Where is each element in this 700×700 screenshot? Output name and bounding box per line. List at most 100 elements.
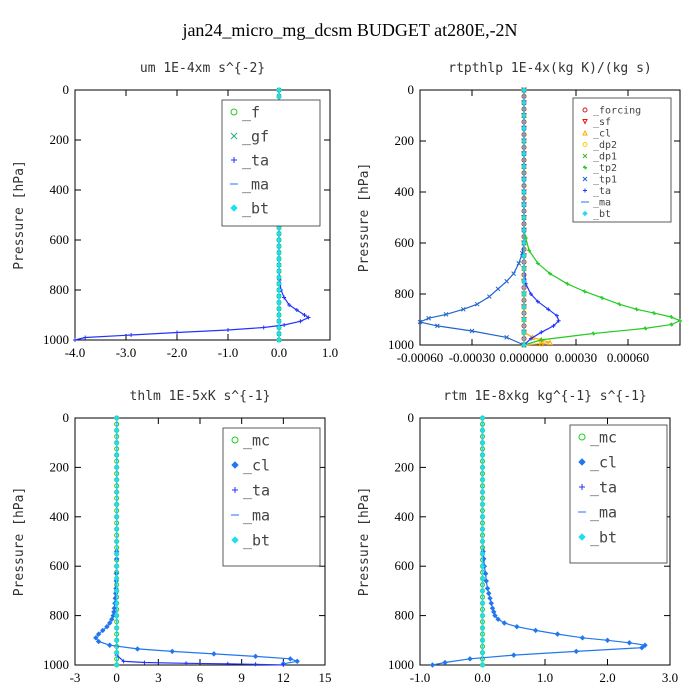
marker-point bbox=[582, 176, 588, 182]
legend: _mc _cl _ta _ma _bt bbox=[569, 424, 668, 564]
marker-point bbox=[276, 306, 282, 312]
marker-point bbox=[582, 129, 588, 136]
marker-point bbox=[276, 93, 282, 99]
marker-point bbox=[489, 605, 496, 611]
y-tick-label: 0 bbox=[408, 410, 415, 425]
marker-point bbox=[521, 138, 527, 144]
legend-box bbox=[222, 427, 321, 567]
marker-point bbox=[276, 312, 282, 318]
marker-point bbox=[486, 294, 492, 299]
marker-point bbox=[276, 262, 282, 268]
marker-point bbox=[521, 125, 527, 131]
marker-point bbox=[521, 202, 527, 208]
marker-point bbox=[483, 578, 489, 584]
marker-point bbox=[495, 616, 501, 623]
marker-point bbox=[521, 316, 527, 323]
marker-point bbox=[521, 100, 527, 106]
marker-point bbox=[95, 638, 102, 645]
marker-point bbox=[276, 224, 282, 231]
x-tick-label: 0 bbox=[113, 670, 120, 685]
marker-point bbox=[521, 176, 527, 182]
marker-point bbox=[276, 337, 282, 343]
marker-point bbox=[582, 107, 588, 113]
marker-point bbox=[113, 427, 120, 434]
marker-point bbox=[527, 248, 531, 253]
series-bt bbox=[113, 415, 120, 668]
marker-point bbox=[276, 287, 282, 293]
marker-point bbox=[231, 536, 239, 544]
marker-point bbox=[511, 652, 517, 658]
panel-title: thlm 1E-5xK s^{-1} bbox=[130, 389, 271, 404]
marker-point bbox=[521, 278, 527, 284]
panel-2: rtpthlp 1E-4x(kg K)/(kg s) Pressure [hPa]… bbox=[357, 61, 682, 365]
marker-point bbox=[579, 635, 586, 641]
marker-point bbox=[276, 243, 282, 249]
marker-point bbox=[113, 464, 120, 471]
marker-point bbox=[479, 625, 486, 631]
marker-point bbox=[479, 477, 486, 483]
marker-point bbox=[113, 662, 120, 668]
panel-4: rtm 1E-8xkg kg^{-1} s^{-1} Pressure [hPa]… bbox=[357, 389, 678, 685]
legend-label: _ma bbox=[242, 175, 269, 193]
marker-point bbox=[417, 319, 423, 325]
x-tick-label: 9 bbox=[238, 670, 245, 685]
legend: _mc _cl _ta _ma _bt bbox=[222, 427, 321, 567]
marker-point bbox=[276, 256, 282, 262]
marker-point bbox=[536, 261, 540, 266]
legend-label: _f bbox=[242, 103, 260, 121]
legend-label: _mc bbox=[243, 431, 270, 449]
legend-label: _gf bbox=[242, 127, 269, 145]
marker-point bbox=[582, 119, 588, 125]
x-tick-label: 6 bbox=[197, 670, 204, 685]
legend-box bbox=[569, 424, 668, 564]
marker-point bbox=[491, 609, 497, 615]
x-tick-label: -3.0 bbox=[116, 345, 137, 360]
marker-point bbox=[501, 620, 508, 626]
x-tick-label: 0.0 bbox=[271, 345, 287, 360]
legend-label: _dp1 bbox=[593, 152, 617, 163]
legend-label: _sf bbox=[593, 117, 611, 128]
x-tick-label: 2.0 bbox=[599, 670, 615, 685]
x-tick-label: 12 bbox=[277, 670, 290, 685]
marker-point bbox=[467, 656, 473, 662]
marker-point bbox=[113, 514, 120, 520]
marker-point bbox=[539, 338, 544, 342]
marker-point bbox=[429, 662, 436, 668]
marker-point bbox=[495, 286, 501, 292]
series-bt bbox=[479, 415, 486, 668]
marker-point bbox=[113, 477, 120, 483]
marker-point bbox=[276, 274, 282, 281]
marker-point bbox=[521, 253, 527, 259]
marker-point bbox=[93, 635, 99, 641]
marker-point bbox=[479, 538, 486, 545]
marker-point bbox=[113, 563, 120, 569]
marker-point bbox=[113, 489, 120, 495]
legend-label: _bt bbox=[242, 199, 269, 217]
marker-point bbox=[113, 575, 120, 582]
marker-point bbox=[521, 163, 527, 170]
series-line bbox=[523, 90, 560, 346]
marker-point bbox=[109, 616, 115, 623]
y-axis-label: Pressure [hPa] bbox=[12, 487, 27, 597]
marker-point bbox=[538, 340, 545, 347]
marker-point bbox=[113, 637, 120, 644]
legend-label: _ma bbox=[593, 198, 611, 209]
marker-point bbox=[443, 312, 449, 317]
marker-point bbox=[276, 293, 282, 299]
x-tick-label: -1.0 bbox=[410, 670, 431, 685]
marker-point bbox=[582, 289, 587, 294]
marker-point bbox=[276, 268, 282, 274]
marker-point bbox=[100, 627, 106, 634]
marker-point bbox=[479, 637, 486, 644]
marker-point bbox=[252, 653, 259, 660]
marker-point bbox=[565, 282, 570, 286]
legend-label: _ta bbox=[242, 151, 269, 169]
marker-point bbox=[426, 315, 432, 321]
x-tick-label: -2.0 bbox=[167, 345, 188, 360]
x-tick-label: 0.0 bbox=[474, 670, 490, 685]
marker-point bbox=[642, 642, 648, 648]
series-bt bbox=[521, 87, 527, 348]
y-tick-label: 600 bbox=[50, 232, 70, 247]
marker-point bbox=[600, 296, 604, 300]
